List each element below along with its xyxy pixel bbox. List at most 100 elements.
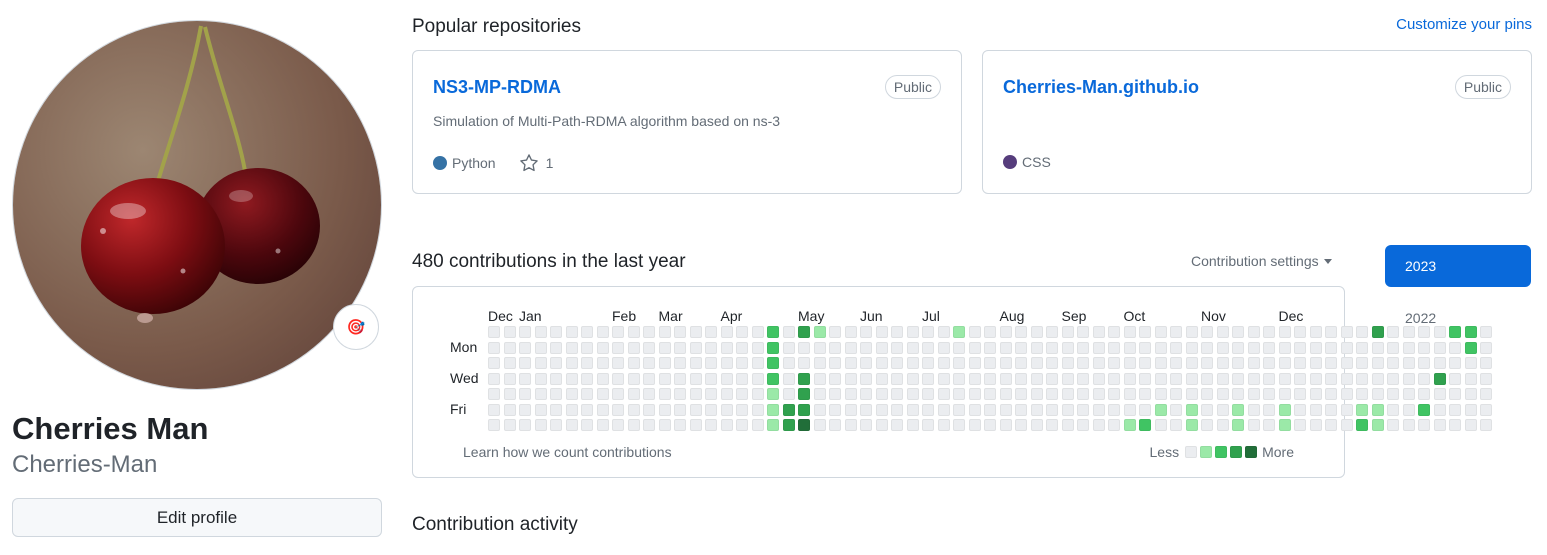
- contribution-day-cell[interactable]: [1433, 341, 1446, 354]
- contribution-day-cell[interactable]: [1170, 326, 1182, 338]
- contribution-day-cell[interactable]: [1061, 388, 1074, 400]
- contribution-day-cell[interactable]: [1139, 403, 1151, 416]
- contribution-day-cell[interactable]: [1325, 357, 1337, 369]
- contribution-day-cell[interactable]: [891, 326, 903, 338]
- contribution-day-cell[interactable]: [1371, 341, 1384, 354]
- contribution-day-cell[interactable]: [658, 403, 671, 416]
- contribution-day-cell[interactable]: [999, 357, 1012, 369]
- contribution-day-cell[interactable]: [488, 357, 500, 369]
- contribution-day-cell[interactable]: [751, 357, 764, 369]
- contribution-day-cell[interactable]: [1092, 372, 1105, 385]
- contribution-day-cell[interactable]: [1309, 388, 1322, 400]
- contribution-day-cell[interactable]: [891, 419, 903, 431]
- contribution-day-cell[interactable]: [1340, 357, 1353, 369]
- contribution-day-cell[interactable]: [1294, 326, 1306, 338]
- contribution-day-cell[interactable]: [1123, 357, 1136, 369]
- contribution-day-cell[interactable]: [581, 326, 593, 338]
- contribution-day-cell[interactable]: [1030, 372, 1043, 385]
- contribution-day-cell[interactable]: [689, 419, 702, 431]
- contribution-day-cell[interactable]: [798, 326, 810, 338]
- contribution-day-cell[interactable]: [1185, 372, 1198, 385]
- contribution-day-cell[interactable]: [875, 388, 888, 400]
- contribution-day-cell[interactable]: [1402, 357, 1415, 369]
- contribution-day-cell[interactable]: [1294, 419, 1306, 431]
- contribution-day-cell[interactable]: [767, 419, 779, 431]
- contribution-day-cell[interactable]: [643, 372, 655, 385]
- contribution-day-cell[interactable]: [767, 357, 779, 369]
- stargazers-link[interactable]: 1: [519, 154, 553, 172]
- contribution-day-cell[interactable]: [1015, 341, 1027, 354]
- contribution-day-cell[interactable]: [1232, 341, 1244, 354]
- contribution-day-cell[interactable]: [1216, 341, 1229, 354]
- contribution-day-cell[interactable]: [736, 372, 748, 385]
- contribution-day-cell[interactable]: [1154, 403, 1167, 416]
- contribution-day-cell[interactable]: [720, 341, 733, 354]
- contribution-day-cell[interactable]: [891, 357, 903, 369]
- contribution-day-cell[interactable]: [674, 419, 686, 431]
- contribution-day-cell[interactable]: [1387, 388, 1399, 400]
- contribution-day-cell[interactable]: [798, 419, 810, 431]
- contribution-day-cell[interactable]: [736, 403, 748, 416]
- contribution-day-cell[interactable]: [751, 341, 764, 354]
- contribution-day-cell[interactable]: [581, 403, 593, 416]
- contribution-day-cell[interactable]: [968, 357, 981, 369]
- contribution-day-cell[interactable]: [829, 341, 841, 354]
- contribution-day-cell[interactable]: [488, 403, 500, 416]
- contribution-day-cell[interactable]: [503, 419, 516, 431]
- contribution-day-cell[interactable]: [674, 357, 686, 369]
- contribution-day-cell[interactable]: [1108, 326, 1120, 338]
- contribution-day-cell[interactable]: [1092, 357, 1105, 369]
- contribution-day-cell[interactable]: [1418, 341, 1430, 354]
- contribution-day-cell[interactable]: [519, 419, 531, 431]
- contribution-day-cell[interactable]: [875, 403, 888, 416]
- contribution-day-cell[interactable]: [1356, 388, 1368, 400]
- contribution-day-cell[interactable]: [813, 419, 826, 431]
- contribution-day-cell[interactable]: [953, 326, 965, 338]
- contribution-day-cell[interactable]: [1309, 419, 1322, 431]
- contribution-day-cell[interactable]: [689, 372, 702, 385]
- contribution-day-cell[interactable]: [860, 372, 872, 385]
- contribution-day-cell[interactable]: [581, 372, 593, 385]
- contribution-day-cell[interactable]: [565, 403, 578, 416]
- contribution-day-cell[interactable]: [891, 372, 903, 385]
- contribution-day-cell[interactable]: [860, 326, 872, 338]
- contribution-day-cell[interactable]: [906, 419, 919, 431]
- contribution-day-cell[interactable]: [1371, 388, 1384, 400]
- contribution-day-cell[interactable]: [689, 326, 702, 338]
- contribution-day-cell[interactable]: [1449, 403, 1461, 416]
- contribution-day-cell[interactable]: [1201, 388, 1213, 400]
- contribution-day-cell[interactable]: [1433, 326, 1446, 338]
- contribution-day-cell[interactable]: [953, 372, 965, 385]
- contribution-day-cell[interactable]: [1278, 341, 1291, 354]
- contribution-day-cell[interactable]: [1480, 341, 1492, 354]
- contribution-day-cell[interactable]: [1247, 388, 1260, 400]
- contribution-day-cell[interactable]: [767, 388, 779, 400]
- contribution-day-cell[interactable]: [891, 388, 903, 400]
- contribution-day-cell[interactable]: [1201, 326, 1213, 338]
- contribution-day-cell[interactable]: [1030, 357, 1043, 369]
- contribution-day-cell[interactable]: [534, 388, 547, 400]
- contribution-day-cell[interactable]: [581, 357, 593, 369]
- contribution-day-cell[interactable]: [922, 419, 934, 431]
- contribution-day-cell[interactable]: [953, 357, 965, 369]
- contribution-day-cell[interactable]: [1092, 388, 1105, 400]
- contribution-day-cell[interactable]: [1263, 403, 1275, 416]
- contribution-day-cell[interactable]: [906, 341, 919, 354]
- year-button-2023[interactable]: 2023: [1385, 245, 1531, 287]
- contribution-day-cell[interactable]: [1015, 357, 1027, 369]
- contribution-day-cell[interactable]: [1061, 419, 1074, 431]
- contribution-day-cell[interactable]: [519, 388, 531, 400]
- contribution-day-cell[interactable]: [875, 326, 888, 338]
- contribution-day-cell[interactable]: [798, 403, 810, 416]
- contribution-day-cell[interactable]: [689, 403, 702, 416]
- contribution-day-cell[interactable]: [1061, 372, 1074, 385]
- contribution-day-cell[interactable]: [612, 326, 624, 338]
- contribution-day-cell[interactable]: [999, 326, 1012, 338]
- contribution-day-cell[interactable]: [813, 372, 826, 385]
- contribution-day-cell[interactable]: [1077, 341, 1089, 354]
- contribution-day-cell[interactable]: [782, 372, 795, 385]
- repo-name-link[interactable]: Cherries-Man.github.io: [1003, 77, 1200, 97]
- contribution-day-cell[interactable]: [519, 341, 531, 354]
- contribution-day-cell[interactable]: [751, 403, 764, 416]
- contribution-day-cell[interactable]: [906, 388, 919, 400]
